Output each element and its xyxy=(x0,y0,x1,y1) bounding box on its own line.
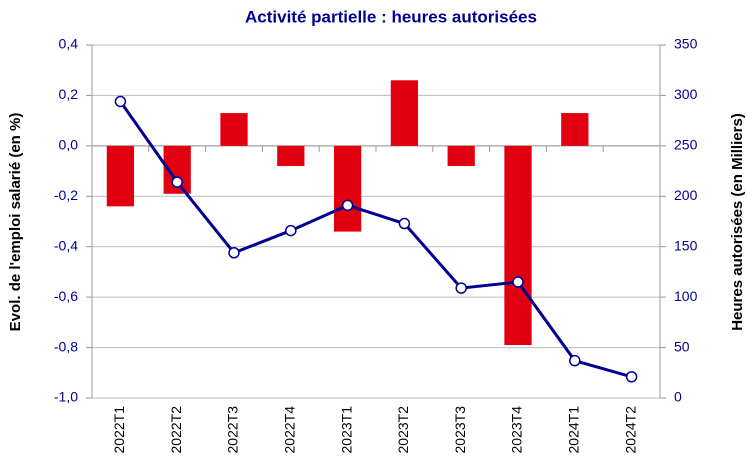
point xyxy=(569,354,581,367)
x-tick-label: 2022T2 xyxy=(168,406,184,454)
y-tick-label: 0,2 xyxy=(59,86,79,102)
y2-tick-label: 350 xyxy=(674,36,698,52)
y-tick-label: 0,4 xyxy=(59,36,79,52)
y2-tick-label: 50 xyxy=(674,338,690,354)
x-tick-label: 2023T4 xyxy=(509,406,525,454)
chart-title: Activité partielle : heures autorisées xyxy=(245,7,537,26)
point xyxy=(341,199,354,212)
bar xyxy=(504,145,532,346)
y-tick-label: -1,0 xyxy=(54,389,78,405)
bar xyxy=(220,113,248,146)
point xyxy=(114,95,127,108)
y2-tick-label: 300 xyxy=(674,86,698,102)
x-tick-label: 2022T3 xyxy=(225,406,241,454)
x-tick-label: 2023T2 xyxy=(395,406,411,454)
bar xyxy=(447,145,475,167)
bar xyxy=(333,145,362,232)
point xyxy=(625,371,638,383)
y2-tick-label: 0 xyxy=(674,389,682,405)
bar xyxy=(390,80,419,146)
x-tick-label: 2022T1 xyxy=(111,406,127,454)
x-tick-label: 2024T1 xyxy=(566,406,582,454)
y-tick-label: -0,2 xyxy=(54,187,78,203)
y-tick-label: -0,4 xyxy=(54,237,78,253)
y2-tick-label: 250 xyxy=(674,137,698,153)
bar xyxy=(106,145,135,207)
x-tick-label: 2024T2 xyxy=(622,406,638,454)
y-tick-label: -0,8 xyxy=(54,338,78,354)
point xyxy=(398,217,411,230)
y-tick-label: -0,6 xyxy=(54,288,78,304)
point xyxy=(171,176,183,188)
point xyxy=(455,282,467,294)
y2-tick-label: 150 xyxy=(674,237,698,253)
x-tick-label: 2023T1 xyxy=(338,406,354,454)
y2-tick-label: 200 xyxy=(674,187,698,203)
bar xyxy=(277,145,305,167)
y2-tick-label: 100 xyxy=(674,288,698,304)
line xyxy=(119,100,633,379)
y2-axis-label: Heures autorisées (en Milliers) xyxy=(729,113,746,331)
point xyxy=(228,247,240,259)
point xyxy=(285,224,297,237)
y-tick-label: 0,0 xyxy=(59,137,79,153)
point xyxy=(512,276,524,288)
x-tick-label: 2023T3 xyxy=(452,406,468,454)
y-axis-label: Evol. de l'emploi salarié (en %) xyxy=(7,113,24,332)
x-tick-label: 2022T4 xyxy=(282,406,298,454)
bar xyxy=(561,113,589,146)
